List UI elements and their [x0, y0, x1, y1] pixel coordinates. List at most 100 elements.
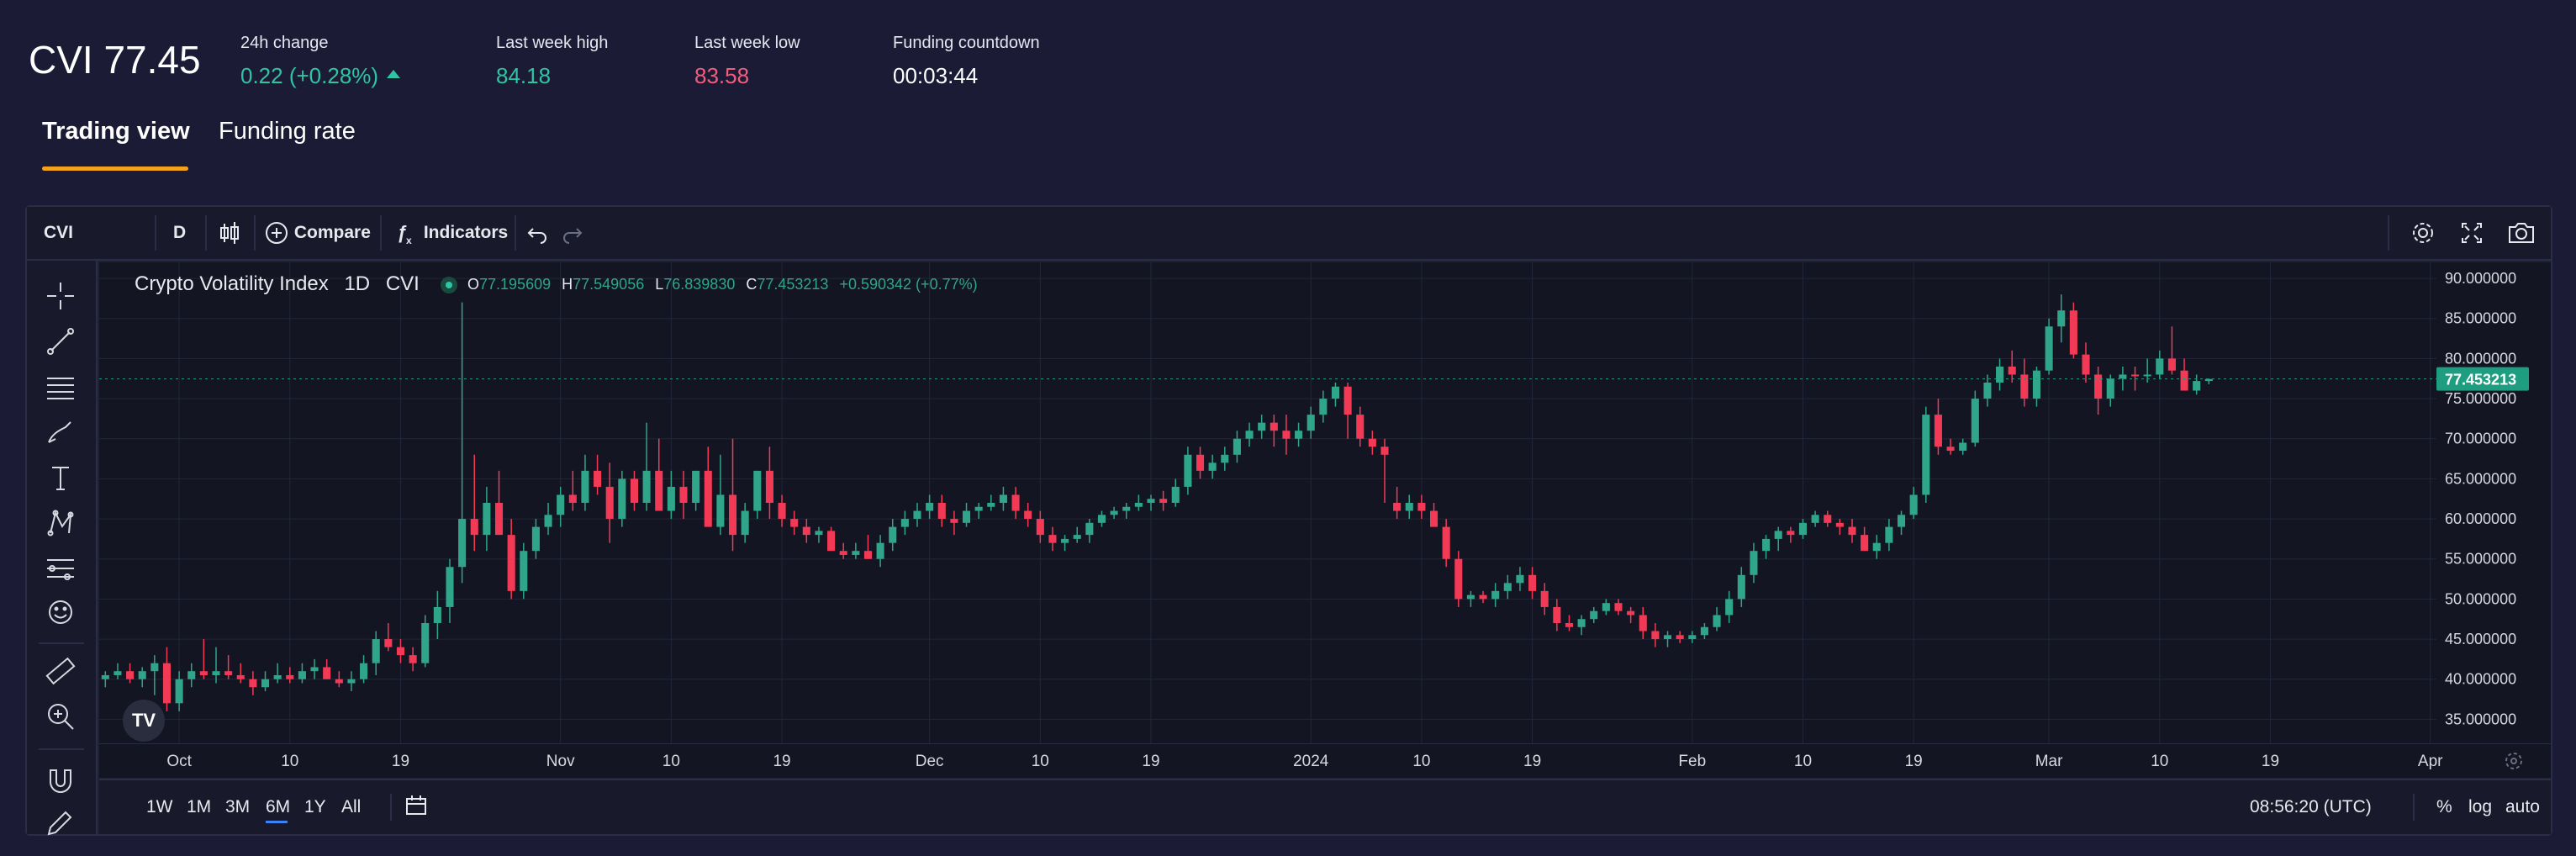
candle — [568, 470, 577, 511]
zoom-in-icon[interactable] — [44, 700, 77, 733]
time-tick-label: Oct — [166, 753, 192, 770]
ruler-icon[interactable] — [44, 654, 77, 688]
series-legend: Crypto Volatility Index 1D CVI — [135, 272, 457, 296]
candle — [1861, 526, 1869, 552]
candle — [1713, 606, 1721, 631]
range-all-button[interactable]: All — [341, 797, 362, 816]
candle — [101, 671, 109, 688]
candle — [1405, 494, 1413, 520]
candle — [2020, 358, 2029, 407]
indicators-label: Indicators — [423, 223, 509, 242]
candle — [889, 519, 897, 552]
legend-ticker: CVI — [385, 272, 420, 295]
time-tick-label: 10 — [1032, 753, 1049, 770]
candle — [1491, 583, 1500, 607]
range-1m-button[interactable]: 1M — [187, 797, 212, 816]
text-icon[interactable] — [44, 461, 77, 494]
range-6m-button[interactable]: 6M — [266, 797, 291, 816]
candle — [1208, 454, 1217, 479]
candle — [531, 519, 540, 559]
magnet-icon[interactable] — [44, 764, 77, 797]
trend-line-icon[interactable] — [44, 325, 77, 358]
change-text: 0.22 (+0.28%) — [240, 63, 379, 88]
undo-button[interactable] — [525, 207, 550, 259]
candle — [815, 526, 823, 543]
ohlc-key: C — [746, 276, 757, 293]
range-3m-button[interactable]: 3M — [225, 797, 251, 816]
range-1w-button[interactable]: 1W — [146, 797, 173, 816]
candle — [2032, 366, 2041, 407]
candle — [1590, 606, 1598, 623]
compare-label: Compare — [293, 223, 371, 242]
candle — [1221, 446, 1229, 471]
settings-button[interactable] — [2410, 207, 2436, 259]
lock-pencil-icon[interactable] — [44, 806, 77, 839]
log-scale-toggle[interactable]: log — [2468, 797, 2493, 816]
chart-settings-icon[interactable] — [2505, 753, 2522, 769]
interval-button[interactable]: D — [173, 223, 187, 242]
time-tick-label: 19 — [1523, 753, 1541, 770]
tradingview-logo[interactable]: TV — [123, 700, 165, 742]
redo-button[interactable] — [560, 207, 585, 259]
brush-icon[interactable] — [44, 415, 77, 449]
candle — [1848, 519, 1856, 543]
time-axis[interactable]: Oct 10 19 Nov 10 19 Dec 10 19 2024 10 19 Feb 10 19 Mar 1… — [99, 743, 2551, 778]
candle — [679, 470, 688, 520]
price-axis[interactable]: 90.000000 85.000000 80.000000 75.000000 70.0… — [2436, 262, 2551, 743]
crosshair-icon[interactable] — [44, 279, 77, 313]
gridlines — [99, 262, 2436, 743]
tab-funding-rate[interactable]: Funding rate — [219, 118, 356, 145]
candle — [1011, 486, 1020, 520]
stat-week-high: Last week high 84.18 — [496, 34, 608, 89]
candle — [1787, 526, 1795, 543]
candle — [1996, 358, 2004, 391]
symbol-search-button[interactable]: CVI — [44, 223, 74, 242]
fib-icon[interactable] — [44, 552, 77, 585]
tab-trading-view[interactable]: Trading view — [42, 118, 190, 145]
time-tick-label: 19 — [1142, 753, 1159, 770]
price-tick-label: 60.000000 — [2445, 510, 2516, 527]
candle — [458, 302, 467, 584]
utc-clock[interactable]: 08:56:20 (UTC) — [2250, 797, 2372, 816]
horizontal-lines-icon[interactable] — [44, 370, 77, 404]
candle — [1073, 526, 1081, 543]
bottom-divider — [390, 794, 392, 821]
emoji-icon[interactable] — [44, 595, 77, 629]
market-status-icon[interactable] — [440, 276, 457, 293]
ohlc-key: L — [655, 276, 664, 293]
candle — [323, 658, 331, 679]
candle — [753, 470, 762, 520]
candlestick-chart[interactable] — [99, 262, 2436, 743]
candle — [1306, 406, 1315, 439]
candle — [175, 671, 183, 711]
pattern-icon[interactable] — [44, 506, 77, 540]
stat-label: Last week low — [694, 34, 800, 52]
ohlc-change: +0.590342 (+0.77%) — [839, 276, 978, 293]
percent-scale-toggle[interactable]: % — [2436, 797, 2452, 816]
time-tick-label: 10 — [662, 753, 680, 770]
candle — [618, 470, 626, 527]
compare-button[interactable]: Compare — [264, 207, 371, 259]
toolbar-divider — [515, 215, 516, 251]
candle — [2008, 350, 2016, 383]
candle — [1663, 631, 1672, 647]
chart-type-button[interactable] — [217, 207, 247, 259]
snapshot-button[interactable] — [2507, 207, 2536, 259]
candle — [544, 503, 552, 536]
auto-scale-toggle[interactable]: auto — [2505, 797, 2540, 816]
chart-plot-area[interactable]: Crypto Volatility Index 1D CVI O77.19560… — [99, 262, 2436, 743]
date-range-button[interactable] — [404, 780, 429, 834]
candle — [335, 671, 343, 688]
fullscreen-icon — [2462, 223, 2482, 243]
candle — [1147, 494, 1155, 511]
range-1y-button[interactable]: 1Y — [304, 797, 326, 816]
time-tick-label: 10 — [2151, 753, 2168, 770]
last-price-label: 77.453213 — [2445, 372, 2516, 388]
fullscreen-button[interactable] — [2458, 207, 2485, 259]
candle — [630, 470, 639, 511]
drawing-toolbar — [27, 261, 98, 836]
candle — [974, 503, 983, 520]
time-tick-label: 19 — [773, 753, 790, 770]
candle — [1368, 431, 1376, 455]
